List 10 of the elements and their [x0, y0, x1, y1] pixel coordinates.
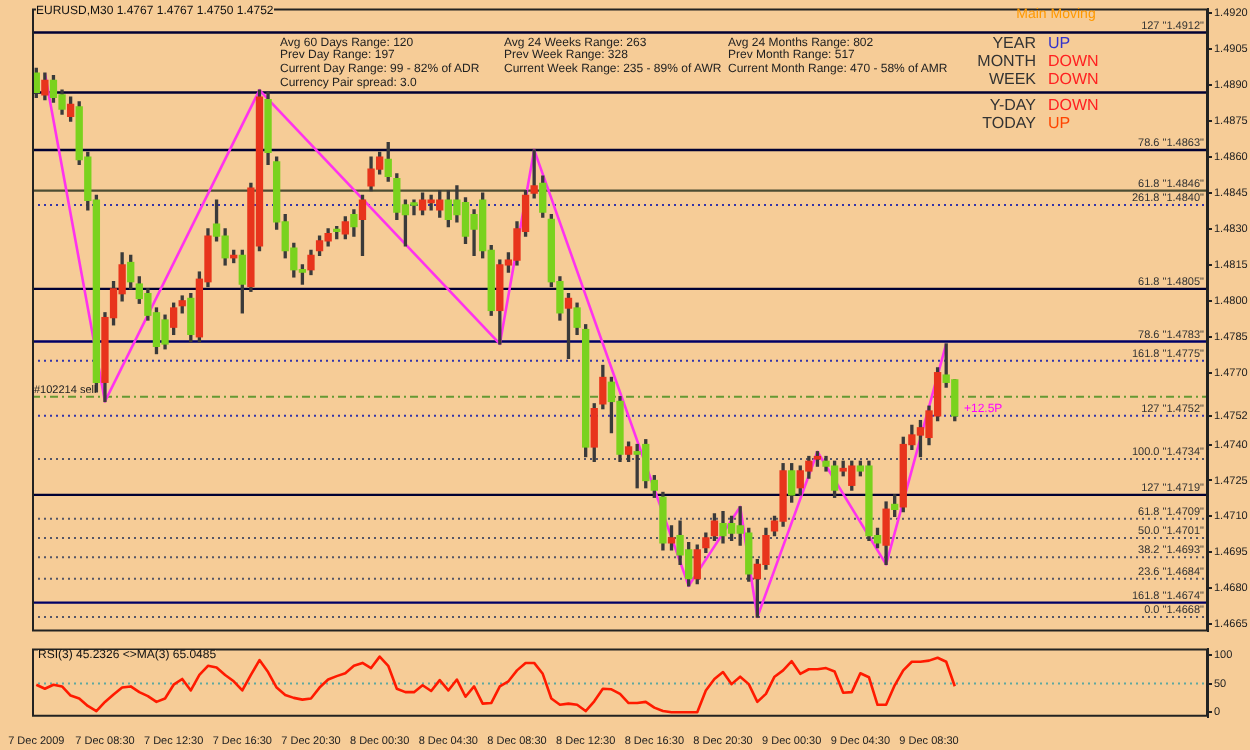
annotation: DOWN	[1048, 96, 1099, 114]
annotation: WEEK	[988, 70, 1036, 88]
annotation: YEAR	[992, 34, 1036, 52]
annotation: MONTH	[977, 52, 1036, 70]
annotation: TODAY	[982, 114, 1036, 132]
annotation: UP	[1048, 114, 1071, 132]
annotation: DOWN	[1048, 70, 1099, 88]
annotation: DOWN	[1048, 52, 1099, 70]
annotation: UP	[1048, 34, 1071, 52]
annotation: Y-DAY	[989, 96, 1036, 114]
